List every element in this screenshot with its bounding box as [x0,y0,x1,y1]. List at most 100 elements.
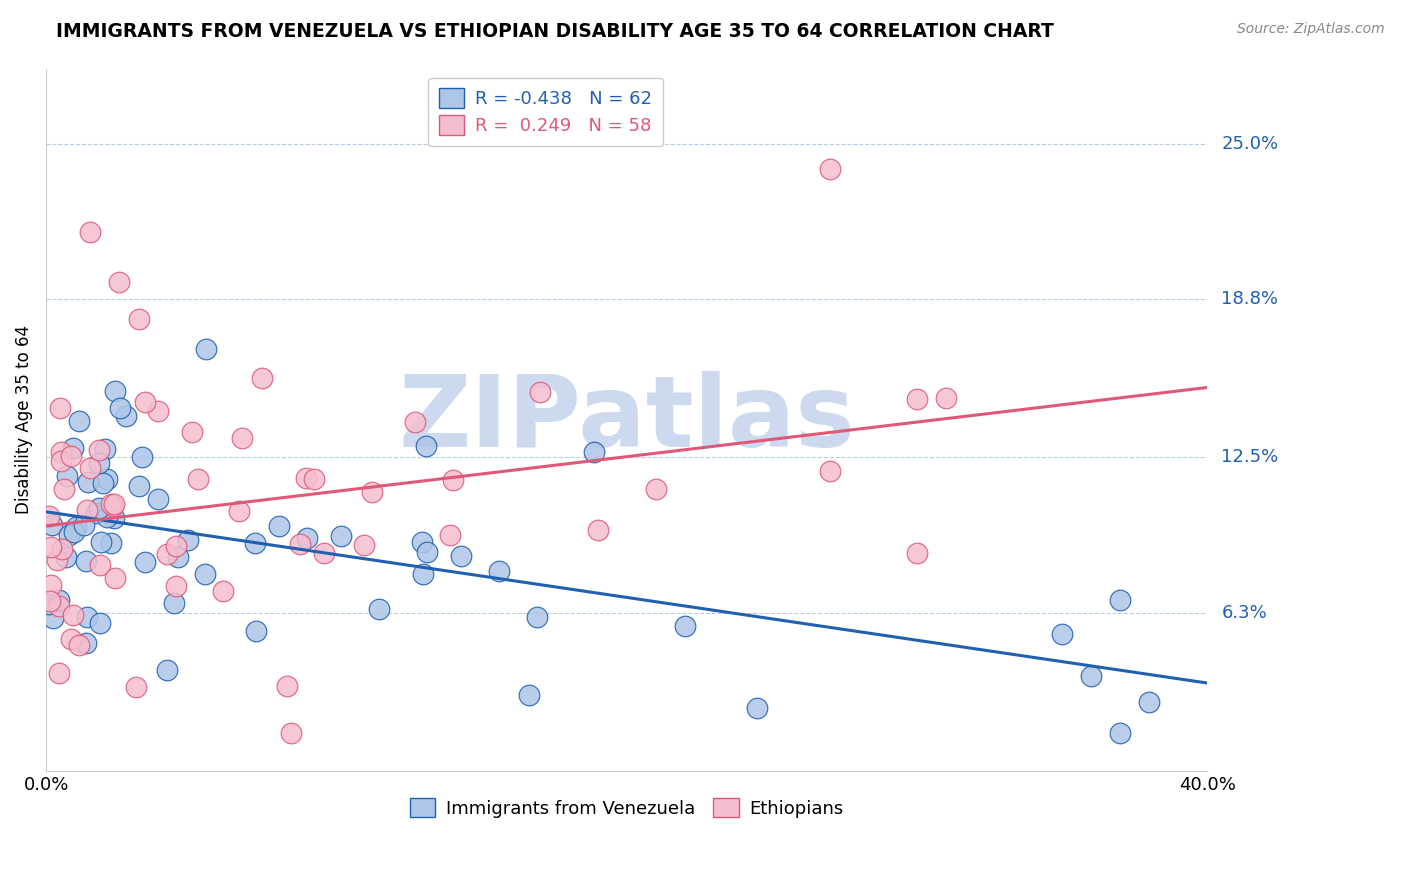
Point [76,554,98,568]
Point [194,566,217,581]
Point [48,666,70,681]
Point [87,456,110,470]
Point [404,415,426,429]
Point [58,528,80,542]
Point [128,312,150,326]
Text: Source: ZipAtlas.com: Source: ZipAtlas.com [1237,22,1385,37]
Point [194,343,217,357]
Point [165,540,187,554]
Point [62,607,84,622]
Point [41,517,63,532]
Point [905,392,928,406]
Point [412,567,434,582]
Point [48,593,70,607]
Point [104,384,127,398]
Point [90,535,112,549]
Point [1109,726,1132,740]
Point [1109,592,1132,607]
Point [245,624,267,638]
Point [1137,695,1160,709]
Text: 25.0%: 25.0% [1222,135,1278,153]
Point [49,454,72,468]
Legend: Immigrants from Venezuela, Ethiopians: Immigrants from Venezuela, Ethiopians [402,790,851,825]
Point [818,464,841,478]
Point [586,524,609,538]
Point [1080,669,1102,683]
Point [905,546,928,560]
Point [79,460,101,475]
Text: 18.8%: 18.8% [1222,290,1278,309]
Point [156,663,179,677]
Point [134,555,156,569]
Point [38,597,60,611]
Point [294,471,316,485]
Point [747,701,769,715]
Point [450,549,472,563]
Point [416,545,439,559]
Point [39,578,62,592]
Point [360,485,382,500]
Point [67,414,90,428]
Point [353,538,375,552]
Point [76,503,98,517]
Y-axis label: Disability Age 35 to 64: Disability Age 35 to 64 [15,325,32,514]
Point [644,483,666,497]
Point [146,403,169,417]
Point [101,499,124,513]
Point [62,441,84,455]
Point [100,536,122,550]
Point [441,473,464,487]
Point [91,475,114,490]
Point [49,401,72,416]
Point [163,596,186,610]
Point [131,450,153,464]
Text: IMMIGRANTS FROM VENEZUELA VS ETHIOPIAN DISABILITY AGE 35 TO 64 CORRELATION CHART: IMMIGRANTS FROM VENEZUELA VS ETHIOPIAN D… [56,22,1054,41]
Point [146,492,169,507]
Point [280,726,302,740]
Point [134,394,156,409]
Point [228,503,250,517]
Point [89,615,111,630]
Point [312,546,335,560]
Text: 12.5%: 12.5% [1222,448,1278,467]
Point [177,533,200,548]
Point [1050,627,1073,641]
Point [935,391,957,405]
Point [79,225,101,239]
Point [52,482,75,496]
Point [48,599,70,614]
Point [124,681,146,695]
Point [297,531,319,545]
Point [526,609,548,624]
Point [290,536,312,550]
Point [212,584,235,599]
Point [115,409,138,424]
Point [529,384,551,399]
Point [517,689,540,703]
Point [46,553,69,567]
Point [167,550,190,565]
Point [156,548,179,562]
Point [367,601,389,615]
Point [250,371,273,385]
Point [76,610,98,624]
Point [51,542,73,557]
Point [41,611,63,625]
Point [231,431,253,445]
Point [269,519,291,533]
Point [67,639,90,653]
Point [304,472,326,486]
Point [488,565,510,579]
Point [107,275,129,289]
Point [55,549,77,564]
Point [38,594,60,608]
Point [411,534,433,549]
Point [165,579,187,593]
Point [86,506,108,520]
Point [89,558,111,572]
Point [75,636,97,650]
Point [60,449,83,463]
Point [243,535,266,549]
Point [73,517,96,532]
Point [77,475,100,490]
